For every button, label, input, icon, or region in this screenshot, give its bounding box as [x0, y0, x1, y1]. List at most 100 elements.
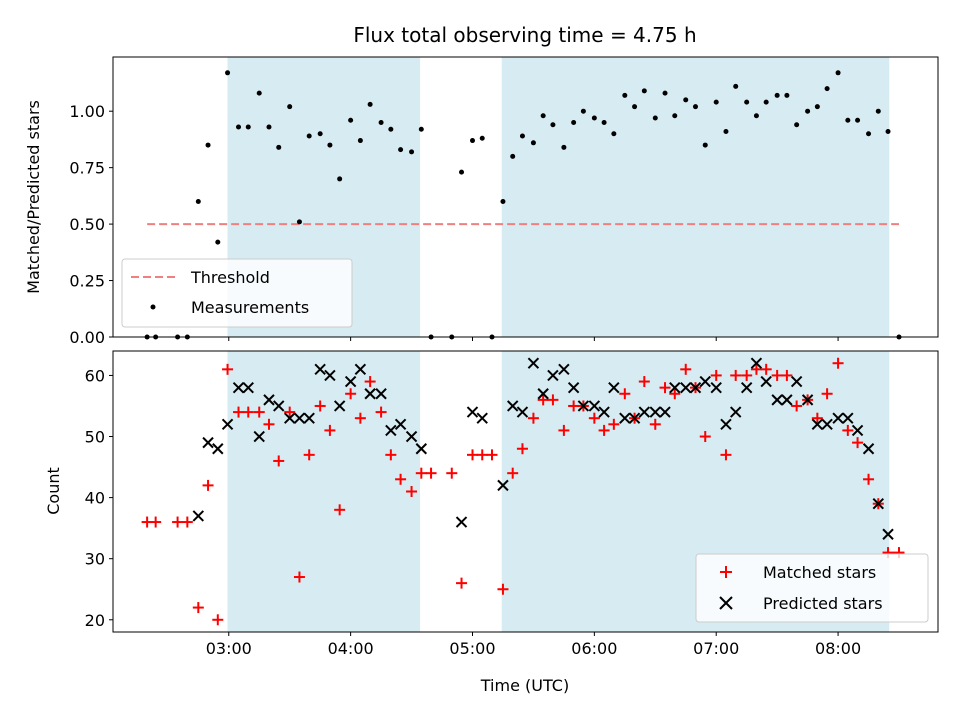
- measurements-point: [337, 176, 343, 182]
- measurements-point: [571, 119, 577, 125]
- measurements-point: [885, 129, 891, 135]
- measurements-point: [317, 131, 323, 137]
- predicted-stars-point: [720, 418, 732, 431]
- measurements-point: [652, 115, 658, 121]
- predicted-stars-point: [385, 424, 397, 437]
- matched-stars-point: [314, 400, 326, 412]
- measurements-point: [256, 90, 262, 96]
- matched-stars-point: [150, 516, 162, 528]
- matched-stars-point: [192, 602, 204, 614]
- predicted-stars-point: [598, 406, 610, 418]
- x-tick-label: 07:00: [693, 639, 739, 658]
- measurements-point: [723, 129, 729, 135]
- matched-stars-point: [385, 449, 397, 461]
- predicted-stars-point: [466, 406, 479, 418]
- matched-stars-point: [527, 412, 539, 424]
- measurements-point: [276, 144, 282, 150]
- matched-stars-point: [832, 357, 844, 369]
- predicted-stars-point: [760, 375, 772, 388]
- matched-stars-point: [486, 449, 498, 461]
- matched-stars-point: [354, 412, 366, 424]
- measurements-point: [479, 135, 485, 141]
- y-tick-label: 1.00: [69, 102, 105, 121]
- matched-stars-point: [558, 424, 570, 436]
- matched-stars-point: [516, 443, 528, 455]
- predicted-stars-point: [669, 381, 681, 394]
- measurements-point: [530, 140, 536, 146]
- matched-stars-point: [233, 406, 245, 418]
- predicted-stars-point: [750, 357, 763, 369]
- predicted-stars-point: [273, 400, 285, 412]
- measurements-point: [378, 119, 384, 125]
- matched-stars-point: [242, 406, 254, 418]
- top-shaded-intervals: [227, 57, 890, 337]
- x-axis-label: Time (UTC): [480, 676, 569, 695]
- matched-stars-point: [710, 369, 722, 381]
- measurements-point: [866, 131, 872, 137]
- measurements-point: [215, 239, 221, 245]
- predicted-stars-point: [375, 388, 387, 400]
- predicted-stars-point: [872, 498, 884, 510]
- measurements-point: [611, 131, 617, 137]
- matched-stars-point: [202, 479, 214, 491]
- matched-stars-point: [446, 467, 458, 479]
- predicted-stars-point: [283, 412, 296, 424]
- predicted-stars-point: [497, 479, 509, 492]
- measurements-point: [580, 108, 586, 114]
- top-legend: Threshold Measurements: [121, 258, 353, 328]
- predicted-stars-point: [619, 412, 631, 424]
- x-tick-label: 08:00: [815, 639, 861, 658]
- matched-stars-point: [649, 418, 661, 430]
- matched-stars-point: [741, 369, 753, 381]
- measurements-point: [245, 124, 251, 130]
- matched-stars-point: [638, 376, 650, 388]
- measurements-point: [774, 92, 780, 98]
- bottom-plot-marks: [141, 357, 905, 626]
- predicted-stars-point: [212, 443, 224, 455]
- predicted-stars-point: [455, 516, 468, 528]
- measurements-point: [632, 104, 638, 110]
- matched-stars-point: [863, 473, 875, 485]
- bottom-y-axis-label: Count: [44, 467, 63, 515]
- measurements-point: [753, 113, 759, 119]
- predicted-stars-point: [638, 406, 651, 418]
- predicted-stars-point: [832, 412, 844, 424]
- matched-stars-point: [466, 449, 478, 461]
- legend-measurements-swatch: [150, 304, 156, 310]
- measurements-point: [327, 142, 333, 148]
- measurements-point: [683, 97, 689, 103]
- matched-stars-point: [324, 424, 336, 436]
- predicted-stars-point: [476, 412, 488, 424]
- matched-stars-point: [781, 369, 793, 381]
- measurements-point: [469, 138, 475, 144]
- chart-title: Flux total observing time = 4.75 h: [353, 23, 696, 47]
- predicted-stars-point: [232, 381, 245, 394]
- predicted-stars-point: [293, 412, 306, 424]
- matched-stars-point: [406, 486, 418, 497]
- measurements-point: [459, 169, 465, 175]
- matched-stars-point: [598, 424, 610, 436]
- measurements-point: [824, 86, 830, 92]
- matched-stars-point: [345, 388, 357, 400]
- measurements-point: [409, 149, 415, 155]
- predicted-stars-point: [547, 369, 559, 382]
- matched-stars-point: [588, 412, 600, 424]
- predicted-stars-point: [314, 363, 326, 376]
- predicted-stars-point: [506, 400, 519, 412]
- top-legend-box: [121, 258, 353, 328]
- measurements-point: [357, 138, 363, 144]
- matched-stars-point: [334, 504, 346, 516]
- y-tick-label: 50: [85, 428, 105, 447]
- measurements-point: [367, 101, 373, 107]
- predicted-stars-point: [364, 388, 376, 400]
- x-tick-label: 04:00: [328, 639, 374, 658]
- measurements-point: [855, 117, 861, 123]
- bottom-axes-frame: [112, 350, 939, 633]
- measurements-point: [814, 104, 820, 110]
- predicted-stars-point: [415, 443, 428, 455]
- matched-stars-point: [181, 516, 193, 528]
- measurements-point: [500, 199, 506, 205]
- y-tick-label: 40: [85, 489, 105, 508]
- y-tick-label: 60: [85, 366, 105, 385]
- measurements-point: [388, 126, 394, 132]
